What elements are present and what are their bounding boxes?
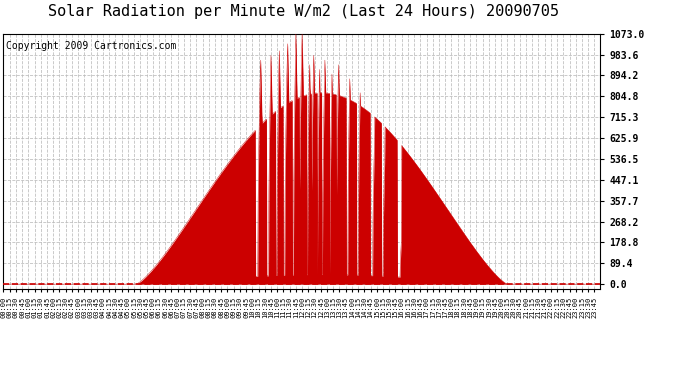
Text: Copyright 2009 Cartronics.com: Copyright 2009 Cartronics.com xyxy=(6,41,177,51)
Text: Solar Radiation per Minute W/m2 (Last 24 Hours) 20090705: Solar Radiation per Minute W/m2 (Last 24… xyxy=(48,4,559,19)
